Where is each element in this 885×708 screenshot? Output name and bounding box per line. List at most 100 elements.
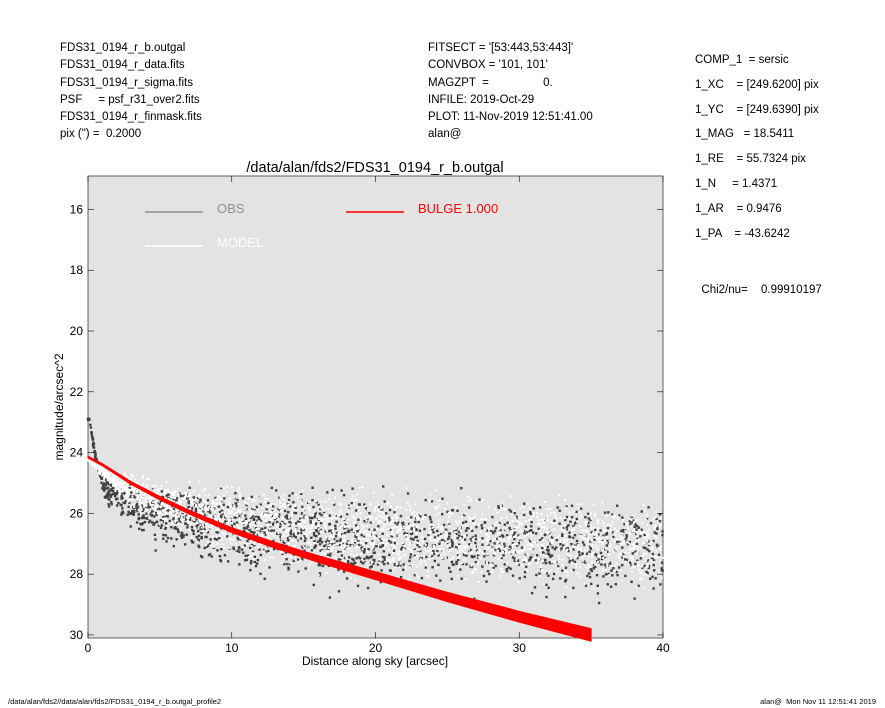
- obs-point: [272, 505, 275, 508]
- obs-point: [498, 535, 502, 539]
- model-point: [237, 503, 240, 505]
- model-point: [257, 531, 260, 534]
- model-point: [594, 512, 597, 515]
- model-point: [661, 556, 664, 559]
- obs-point: [177, 530, 180, 533]
- obs-point: [382, 550, 385, 553]
- model-point: [239, 496, 242, 499]
- model-point: [280, 550, 283, 553]
- model-point: [530, 533, 533, 536]
- obs-point: [432, 531, 435, 534]
- model-point: [385, 544, 388, 547]
- model-point: [396, 526, 399, 529]
- model-point: [110, 481, 113, 484]
- model-point: [546, 514, 549, 517]
- obs-point: [436, 549, 439, 553]
- obs-point: [286, 502, 290, 505]
- obs-point: [540, 537, 544, 540]
- model-point: [540, 565, 543, 568]
- model-point: [287, 523, 290, 526]
- obs-point: [451, 542, 454, 545]
- obs-point: [530, 525, 533, 528]
- model-point: [645, 558, 648, 561]
- obs-point: [399, 576, 403, 579]
- obs-point: [290, 521, 293, 524]
- obs-point: [548, 532, 551, 535]
- obs-point: [285, 514, 288, 517]
- model-point: [282, 524, 285, 527]
- obs-point: [375, 545, 378, 548]
- obs-point: [276, 520, 279, 524]
- obs-point: [303, 539, 307, 543]
- model-point: [521, 523, 524, 525]
- model-point: [546, 543, 549, 546]
- model-point: [307, 525, 310, 528]
- obs-point: [311, 498, 314, 502]
- model-point: [619, 552, 622, 555]
- obs-point: [548, 553, 551, 556]
- model-point: [477, 581, 480, 583]
- model-point: [345, 522, 348, 524]
- model-point: [608, 553, 611, 556]
- model-point: [200, 539, 203, 542]
- obs-point: [513, 531, 517, 534]
- model-point: [317, 523, 320, 526]
- obs-point: [133, 510, 136, 514]
- obs-point: [408, 559, 411, 563]
- model-point: [329, 548, 332, 551]
- model-point: [457, 565, 460, 568]
- model-point: [123, 472, 126, 475]
- model-point: [532, 559, 535, 561]
- model-point: [550, 539, 552, 541]
- model-point: [324, 515, 327, 517]
- model-point: [481, 499, 484, 502]
- model-point: [528, 543, 531, 546]
- model-point: [112, 479, 115, 482]
- model-point: [207, 540, 210, 543]
- model-point: [589, 513, 592, 516]
- model-point: [416, 512, 419, 515]
- model-point: [446, 522, 449, 525]
- model-point: [651, 541, 653, 544]
- model-point: [517, 536, 520, 539]
- obs-point: [182, 494, 185, 498]
- model-point: [424, 544, 427, 546]
- obs-point: [237, 537, 240, 541]
- model-point: [236, 525, 239, 528]
- obs-point: [149, 512, 152, 515]
- obs-point: [254, 521, 257, 525]
- model-point: [416, 518, 419, 521]
- model-point: [511, 545, 514, 548]
- model-point: [590, 524, 593, 527]
- model-point: [203, 509, 206, 512]
- model-point: [553, 511, 555, 514]
- obs-point: [388, 519, 391, 522]
- obs-point: [456, 553, 460, 557]
- obs-point: [370, 565, 373, 568]
- model-point: [368, 516, 371, 519]
- model-point: [540, 518, 543, 521]
- obs-point: [258, 530, 262, 533]
- obs-point: [498, 522, 501, 525]
- obs-point: [561, 533, 564, 536]
- model-point: [497, 544, 500, 547]
- model-point: [500, 539, 503, 542]
- model-point: [168, 491, 171, 494]
- model-point: [526, 533, 528, 536]
- model-point: [626, 522, 629, 525]
- model-point: [644, 542, 647, 545]
- model-point: [552, 534, 555, 537]
- model-point: [218, 534, 221, 537]
- model-point: [642, 540, 645, 543]
- model-point: [526, 543, 529, 546]
- model-point: [520, 521, 522, 524]
- model-point: [532, 514, 535, 517]
- model-point: [436, 537, 439, 540]
- model-point: [603, 530, 606, 533]
- obs-point: [457, 558, 460, 562]
- model-point: [278, 528, 281, 531]
- model-point: [160, 511, 163, 514]
- parameter-line: 1_N = 1.4371: [695, 177, 778, 190]
- model-point: [658, 545, 661, 548]
- model-point: [487, 505, 490, 508]
